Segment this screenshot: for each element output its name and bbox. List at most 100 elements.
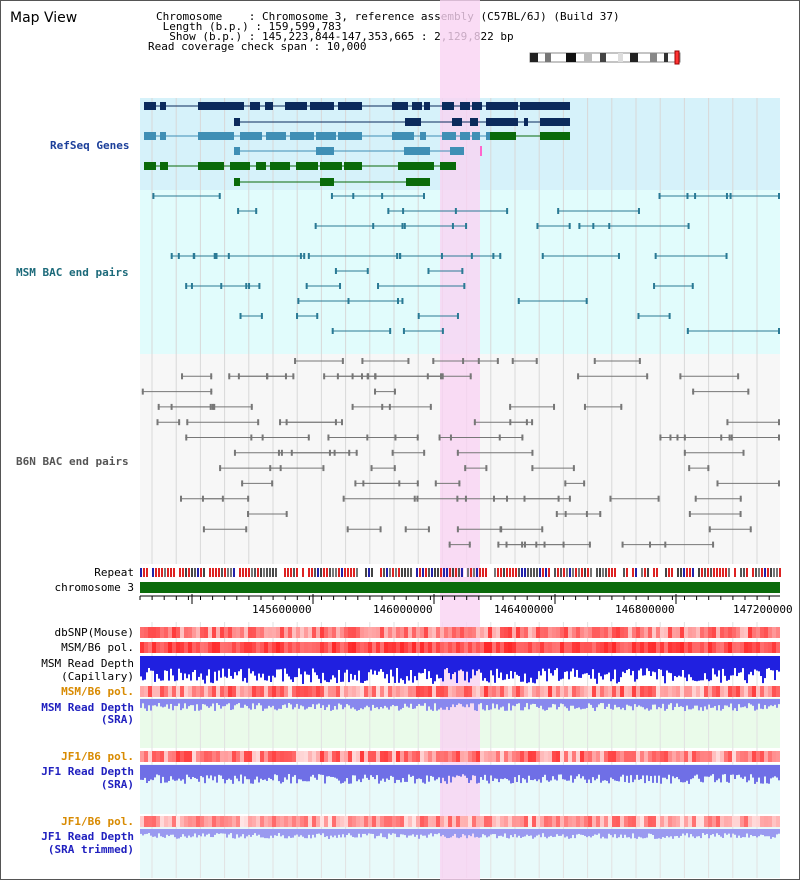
polymorphism-cell xyxy=(380,816,384,827)
repeat-block xyxy=(443,568,445,577)
read-depth-bar xyxy=(664,765,666,778)
polymorphism-cell xyxy=(640,642,644,653)
read-depth-bar xyxy=(610,656,612,682)
bac-end xyxy=(465,223,468,229)
polymorphism-cell xyxy=(616,642,620,653)
read-depth-bar xyxy=(418,829,420,839)
repeat-block xyxy=(758,568,760,577)
read-depth-bar xyxy=(746,699,748,709)
read-depth-bar xyxy=(196,699,198,705)
read-depth-bar xyxy=(450,699,452,708)
gene-exon xyxy=(392,102,408,110)
track-label-jf1-b6-pol-trimmed[interactable]: JF1/B6 pol. xyxy=(61,815,134,828)
read-depth-bar xyxy=(142,829,144,836)
repeat-block xyxy=(299,568,301,577)
polymorphism-cell xyxy=(188,627,192,638)
bac-end xyxy=(307,434,310,441)
read-depth-bar xyxy=(172,765,174,780)
bac-end xyxy=(360,373,363,380)
bac-end xyxy=(654,253,657,259)
track-label-repeat[interactable]: Repeat xyxy=(94,566,134,579)
read-depth-bar xyxy=(408,765,410,775)
read-depth-bar xyxy=(712,765,714,775)
bac-end xyxy=(511,358,514,364)
polymorphism-cell xyxy=(468,816,472,827)
read-depth-bar xyxy=(576,699,578,709)
track-label-jf1-depth-sra[interactable]: JF1 Read Depth xyxy=(41,765,134,778)
read-depth-bar xyxy=(278,829,280,834)
repeat-block xyxy=(491,568,493,577)
polymorphism-cell xyxy=(396,686,400,697)
polymorphism-cell xyxy=(344,816,348,827)
bac-end xyxy=(585,511,588,517)
bac-end xyxy=(210,388,213,395)
polymorphism-cell xyxy=(260,751,264,762)
read-depth-bar xyxy=(656,699,658,710)
repeat-block xyxy=(164,568,166,577)
read-depth-bar xyxy=(310,765,312,777)
read-depth-bar xyxy=(552,656,554,676)
read-depth-bar xyxy=(160,656,162,681)
read-depth-bar xyxy=(446,699,448,707)
read-depth-bar xyxy=(162,656,164,681)
polymorphism-cell xyxy=(704,627,708,638)
track-label-msm-b6-pol[interactable]: MSM/B6 pol. xyxy=(61,641,134,654)
read-depth-bar xyxy=(534,829,536,838)
polymorphism-cell xyxy=(764,816,768,827)
polymorphism-cell xyxy=(484,627,488,638)
read-depth-bar xyxy=(610,765,612,778)
read-depth-bar xyxy=(734,699,736,709)
polymorphism-cell xyxy=(624,642,628,653)
read-depth-bar xyxy=(632,765,634,783)
track-label-b6n-bac[interactable]: B6N BAC end pairs xyxy=(16,455,129,468)
track-label-msm-bac[interactable]: MSM BAC end pairs xyxy=(16,266,129,279)
repeat-block xyxy=(536,568,538,577)
track-label-chromosome[interactable]: chromosome 3 xyxy=(54,581,134,594)
polymorphism-cell xyxy=(680,751,684,762)
read-depth-bar xyxy=(228,656,230,669)
read-depth-bar xyxy=(396,829,398,838)
polymorphism-cell xyxy=(420,627,424,638)
read-depth-bar xyxy=(376,829,378,837)
polymorphism-cell xyxy=(580,751,584,762)
repeat-block xyxy=(674,568,676,577)
read-depth-bar xyxy=(530,765,532,780)
read-depth-bar xyxy=(532,699,534,704)
polymorphism-cell xyxy=(224,816,228,827)
polymorphism-cell xyxy=(564,642,568,653)
read-depth-bar xyxy=(246,829,248,837)
track-label-msm-depth-capillary[interactable]: MSM Read Depth xyxy=(41,657,134,670)
gene-exon xyxy=(540,118,570,126)
read-depth-bar xyxy=(238,699,240,704)
polymorphism-cell xyxy=(472,686,476,697)
polymorphism-cell xyxy=(304,751,308,762)
read-depth-bar xyxy=(436,656,438,675)
read-depth-bar xyxy=(482,765,484,780)
read-depth-bar xyxy=(572,656,574,669)
repeat-block xyxy=(575,568,577,577)
track-label-msm-b6-pol-sra[interactable]: MSM/B6 pol. xyxy=(61,685,134,698)
read-depth-bar xyxy=(688,699,690,710)
polymorphism-cell xyxy=(440,816,444,827)
polymorphism-cell xyxy=(368,642,372,653)
track-label-jf1-b6-pol[interactable]: JF1/B6 pol. xyxy=(61,750,134,763)
read-depth-bar xyxy=(582,765,584,777)
polymorphism-cell xyxy=(376,751,380,762)
track-label-msm-depth-sra[interactable]: MSM Read Depth xyxy=(41,701,134,714)
track-label-dbsnp[interactable]: dbSNP(Mouse) xyxy=(54,626,134,639)
read-depth-bar xyxy=(422,765,424,783)
read-depth-bar xyxy=(332,656,334,676)
track-label-refseq[interactable]: RefSeq Genes xyxy=(50,139,130,152)
track-label-jf1-depth-trimmed[interactable]: JF1 Read Depth xyxy=(41,830,134,843)
polymorphism-cell xyxy=(644,816,648,827)
read-depth-bar xyxy=(164,829,166,838)
read-depth-bar xyxy=(638,656,640,671)
read-depth-bar xyxy=(426,656,428,680)
gene-exon xyxy=(250,102,260,110)
bac-end xyxy=(778,328,780,334)
polymorphism-cell xyxy=(764,642,768,653)
read-depth-bar xyxy=(568,829,570,839)
read-depth-bar xyxy=(448,765,450,776)
read-depth-bar xyxy=(408,829,410,836)
